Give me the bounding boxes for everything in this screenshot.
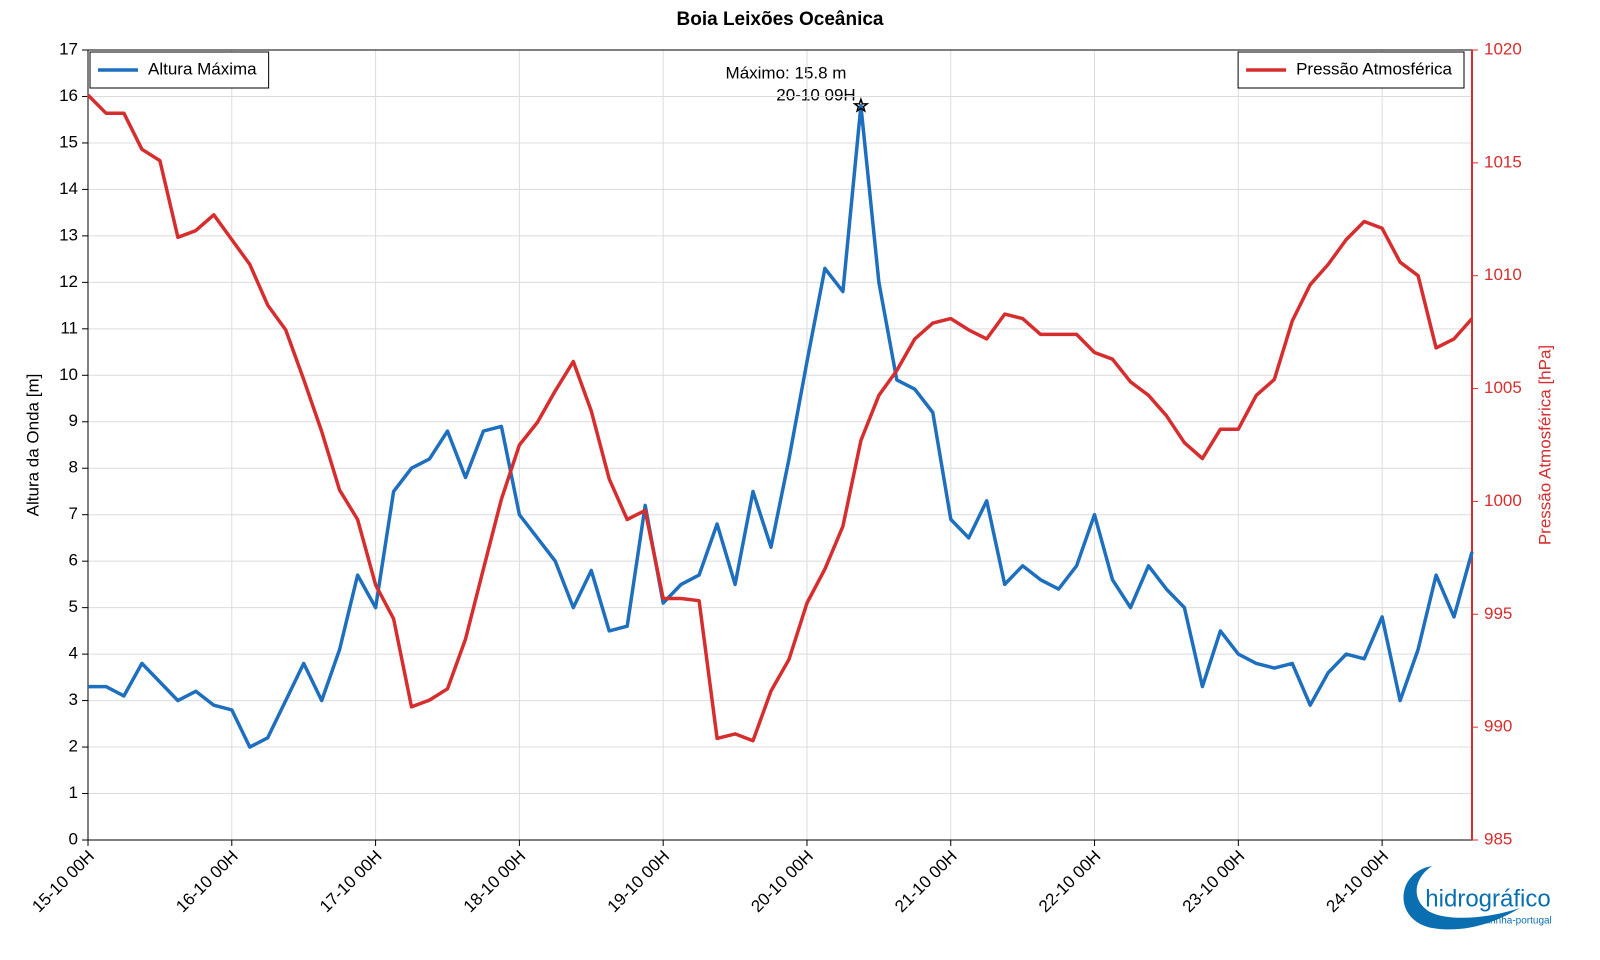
y2-tick-label: 1005 <box>1484 378 1522 397</box>
y-tick-label: 14 <box>59 179 78 198</box>
legend: Altura Máxima <box>89 51 270 89</box>
y-tick-label: 3 <box>69 690 78 709</box>
max-marker <box>852 96 870 113</box>
legend-label: Altura Máxima <box>148 59 257 78</box>
x-tick-label: 18-10 00H <box>460 847 530 917</box>
x-tick-label: 24-10 00H <box>1323 847 1393 917</box>
y2-tick-label: 1020 <box>1484 39 1522 58</box>
y-tick-label: 12 <box>59 272 78 291</box>
x-tick-label: 19-10 00H <box>604 847 674 917</box>
y-tick-label: 5 <box>69 597 78 616</box>
y2-axis-label: Pressão Atmosférica [hPa] <box>1535 345 1554 545</box>
x-tick-label: 16-10 00H <box>172 847 242 917</box>
y-tick-label: 15 <box>59 132 78 151</box>
x-tick-label: 21-10 00H <box>891 847 961 917</box>
y2-tick-label: 1010 <box>1484 265 1522 284</box>
y-tick-label: 9 <box>69 411 78 430</box>
x-tick-label: 22-10 00H <box>1035 847 1105 917</box>
y-tick-label: 6 <box>69 551 78 570</box>
logo-wave <box>1403 866 1520 930</box>
logo-text: hidrográfico <box>1425 885 1550 912</box>
plot-frame <box>87 49 1473 841</box>
logo-subtext: marinha-portugal <box>1476 916 1552 927</box>
x-tick-label: 23-10 00H <box>1179 847 1249 917</box>
series-line <box>86 93 1474 743</box>
y-tick-label: 10 <box>59 365 78 384</box>
y-axis-label: Altura da Onda [m] <box>23 374 42 517</box>
x-tick-label: 20-10 00H <box>747 847 817 917</box>
y-tick-label: 0 <box>69 829 78 848</box>
y-tick-label: 1 <box>69 783 78 802</box>
logo: hidrográfico marinha-portugal <box>1403 866 1552 930</box>
legend-label: Pressão Atmosférica <box>1296 59 1452 78</box>
x-tick-label: 17-10 00H <box>316 847 386 917</box>
y-tick-label: 13 <box>59 225 78 244</box>
x-tick-label: 15-10 00H <box>28 847 98 917</box>
y2-tick-label: 1015 <box>1484 152 1522 171</box>
chart-title: Boia Leixões Oceânica <box>677 9 884 30</box>
y2-tick-label: 985 <box>1484 829 1512 848</box>
y-tick-label: 4 <box>69 644 78 663</box>
y2-tick-label: 995 <box>1484 604 1512 623</box>
y-tick-label: 11 <box>60 318 78 337</box>
y-tick-label: 17 <box>59 39 78 58</box>
annotation: Máximo: 15.8 m <box>726 63 847 82</box>
legend: Pressão Atmosférica <box>1237 51 1465 89</box>
y-tick-label: 7 <box>69 504 78 523</box>
annotation: 20-10 09H <box>776 85 855 104</box>
y-tick-label: 16 <box>59 86 78 105</box>
y2-tick-label: 990 <box>1484 717 1512 736</box>
y2-tick-label: 1000 <box>1484 491 1522 510</box>
y-tick-label: 2 <box>69 737 78 756</box>
y-tick-label: 8 <box>69 458 78 477</box>
series-line <box>88 104 1474 749</box>
